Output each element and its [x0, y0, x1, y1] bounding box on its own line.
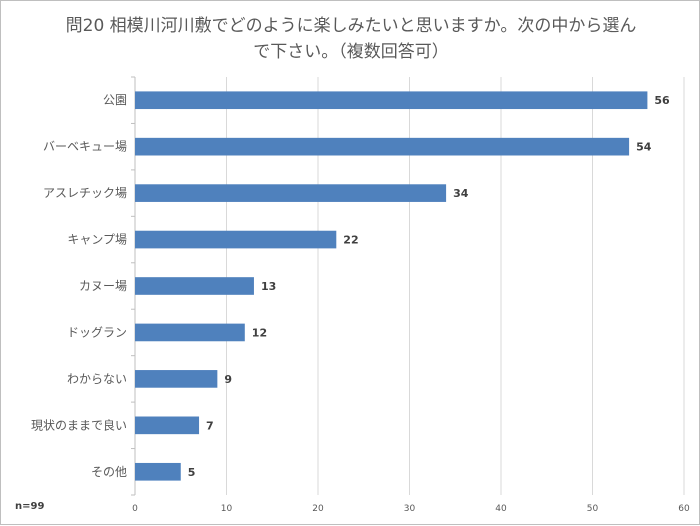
- data-label: 54: [636, 141, 652, 154]
- category-label: キャンプ場: [67, 233, 127, 247]
- bar-6: [135, 370, 218, 388]
- category-label: アスレチック場: [43, 186, 127, 200]
- bar-5: [135, 323, 245, 342]
- category-label: わからない: [67, 372, 127, 386]
- x-tick-label: 30: [404, 504, 416, 514]
- category-label: 現状のままで良い: [31, 417, 127, 432]
- category-label: ドッグラン: [67, 325, 127, 339]
- category-label: 公園: [103, 93, 127, 107]
- data-label: 34: [453, 187, 469, 200]
- x-tick-label: 0: [132, 504, 138, 514]
- category-label: その他: [91, 465, 127, 479]
- bar-8: [135, 462, 181, 481]
- data-label: 56: [654, 94, 670, 107]
- chart-title: 問20 相模川河川敷でどのように楽しみたいと思いますか。次の中から選んで下さい。…: [65, 16, 637, 62]
- sample-size-note: n=99: [15, 501, 45, 512]
- x-tick-label: 40: [495, 504, 507, 514]
- bar-0: [135, 91, 648, 110]
- x-tick-label: 50: [587, 504, 599, 514]
- data-label: 12: [252, 326, 267, 339]
- data-label: 13: [261, 280, 276, 293]
- bar-3: [135, 230, 337, 249]
- data-label: 22: [343, 234, 358, 247]
- data-label: 5: [188, 466, 196, 479]
- category-label: バーベキュー場: [43, 140, 127, 154]
- bar-4: [135, 277, 254, 295]
- data-label: 9: [224, 373, 232, 386]
- bar-1: [135, 137, 630, 156]
- x-tick-label: 60: [678, 504, 690, 514]
- x-tick-label: 20: [312, 504, 324, 514]
- x-tick-label: 10: [221, 504, 233, 514]
- category-label: カヌー場: [79, 279, 127, 293]
- bar-2: [135, 184, 447, 202]
- bar-7: [135, 416, 200, 435]
- data-label: 7: [206, 419, 214, 432]
